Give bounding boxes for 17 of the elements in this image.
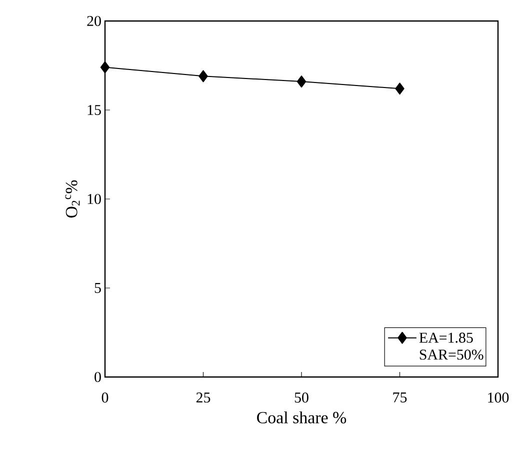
point	[100, 61, 110, 74]
y-tick-label: 10	[88, 194, 101, 204]
point	[395, 82, 404, 95]
x-tick-label: 50	[294, 392, 308, 403]
legend-label: EA=1.85 SAR=50%	[419, 332, 484, 360]
x-tick-label: 100	[488, 392, 509, 403]
point	[198, 70, 208, 82]
y-tick-label: 20	[87, 16, 101, 26]
point	[296, 76, 306, 88]
x-axis-title: Coal share %	[257, 411, 346, 424]
y-tick-label: 5	[94, 283, 101, 293]
y-tick-label: 15	[88, 105, 101, 115]
y-axis-title: O$_{2}$$^{c}$%	[65, 180, 80, 218]
x-tick-label: 25	[196, 392, 210, 403]
y-tick-label: 0	[94, 372, 101, 382]
x-tick-label: 0	[102, 392, 108, 403]
x-tick-label: 75	[393, 392, 407, 402]
